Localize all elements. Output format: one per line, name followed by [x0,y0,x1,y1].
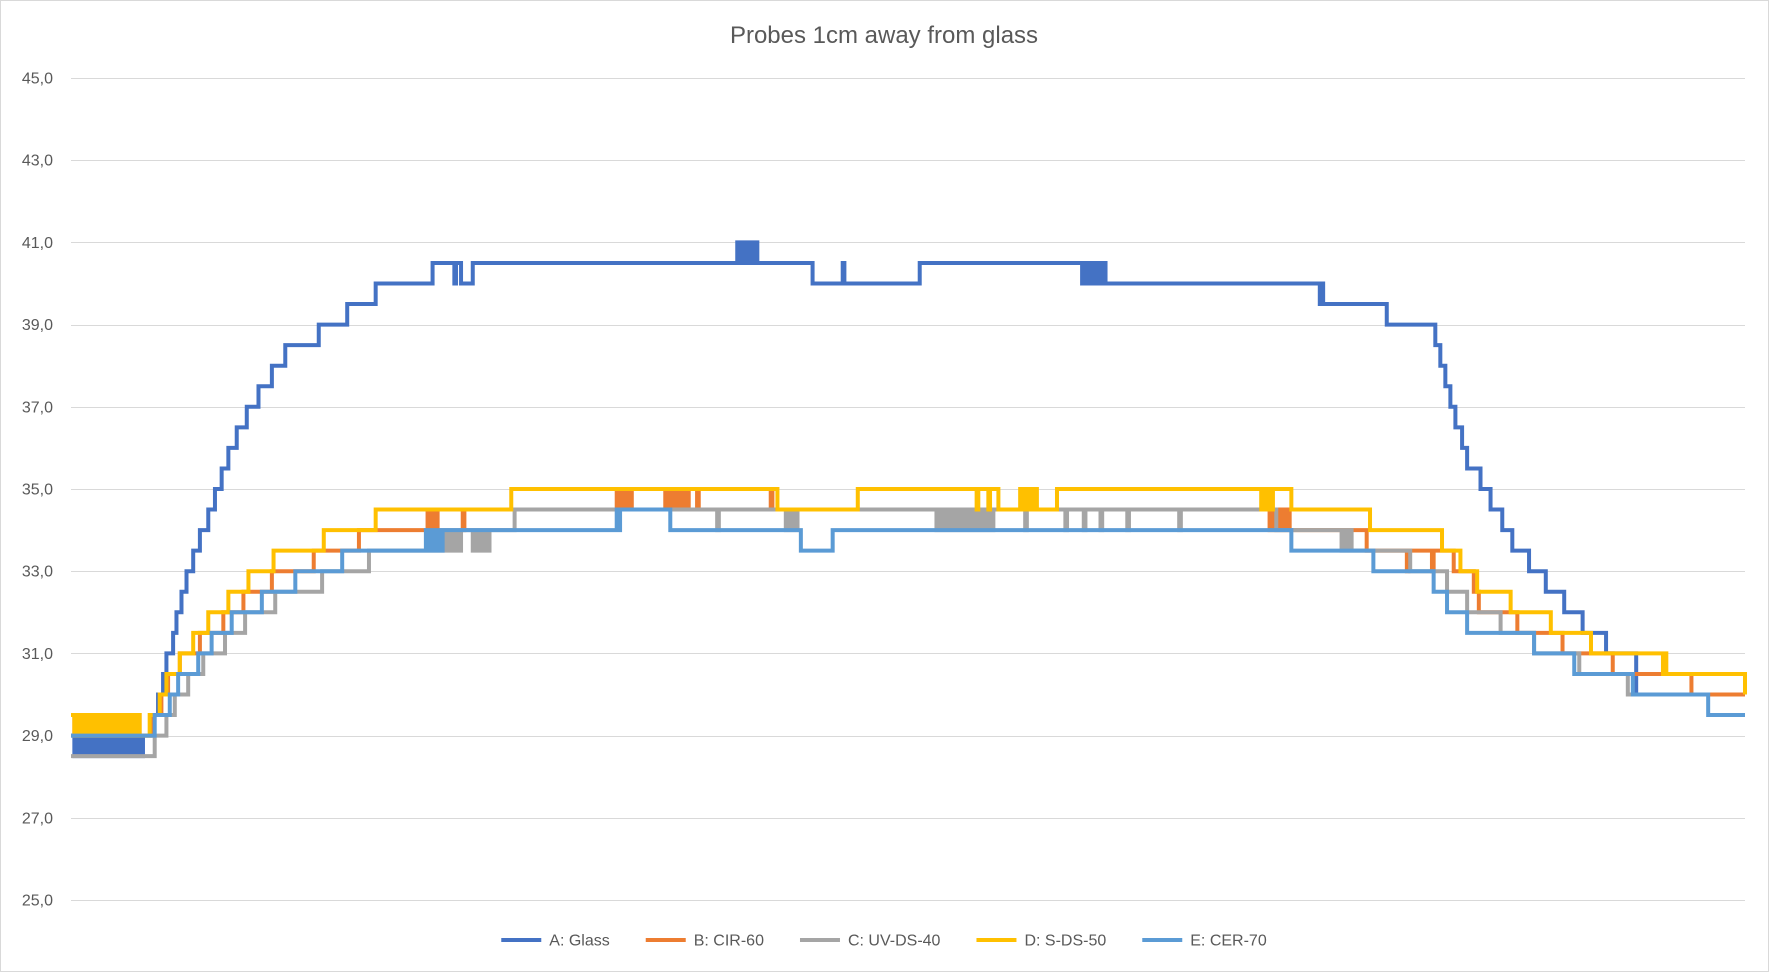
legend-item-e-cer-70: E: CER-70 [1142,933,1267,950]
y-tick-label: 45,0 [22,71,53,88]
y-tick-label: 39,0 [22,317,53,334]
y-tick-label: 41,0 [22,235,53,252]
y-tick-label: 29,0 [22,728,53,745]
plot-series [71,240,1747,759]
legend-label: D: S-DS-50 [1024,933,1106,950]
legend-item-b-cir-60: B: CIR-60 [645,933,764,950]
y-tick-label: 31,0 [22,646,53,663]
y-tick-label: 35,0 [22,482,53,499]
y-tick-label: 37,0 [22,399,53,416]
y-tick-label: 25,0 [22,893,53,910]
legend: A: Glass B: CIR-60 C: UV-DS-40 D: S-DS-50 E:… [501,933,1267,950]
y-axis-tick-labels: 45,0 43,0 41,0 39,0 37,0 35,0 33,0 31,0 29,0 27,0… [22,71,53,910]
legend-item-c-uv-ds-40: C: UV-DS-40 [799,933,941,950]
y-tick-label: 33,0 [22,564,53,581]
legend-item-a-glass: A: Glass [501,933,610,950]
series-line-d-s-ds-50 [71,487,1747,738]
legend-label: C: UV-DS-40 [848,933,941,950]
y-tick-label: 27,0 [22,810,53,827]
legend-item-d-s-ds-50: D: S-DS-50 [976,933,1106,950]
y-tick-label: 43,0 [22,153,53,170]
legend-label: A: Glass [549,933,609,950]
legend-label: E: CER-70 [1190,933,1267,950]
chart-title: Probes 1cm away from glass [730,22,1038,49]
legend-label: B: CIR-60 [694,933,764,950]
series-line-e-cer-70 [71,507,1745,738]
